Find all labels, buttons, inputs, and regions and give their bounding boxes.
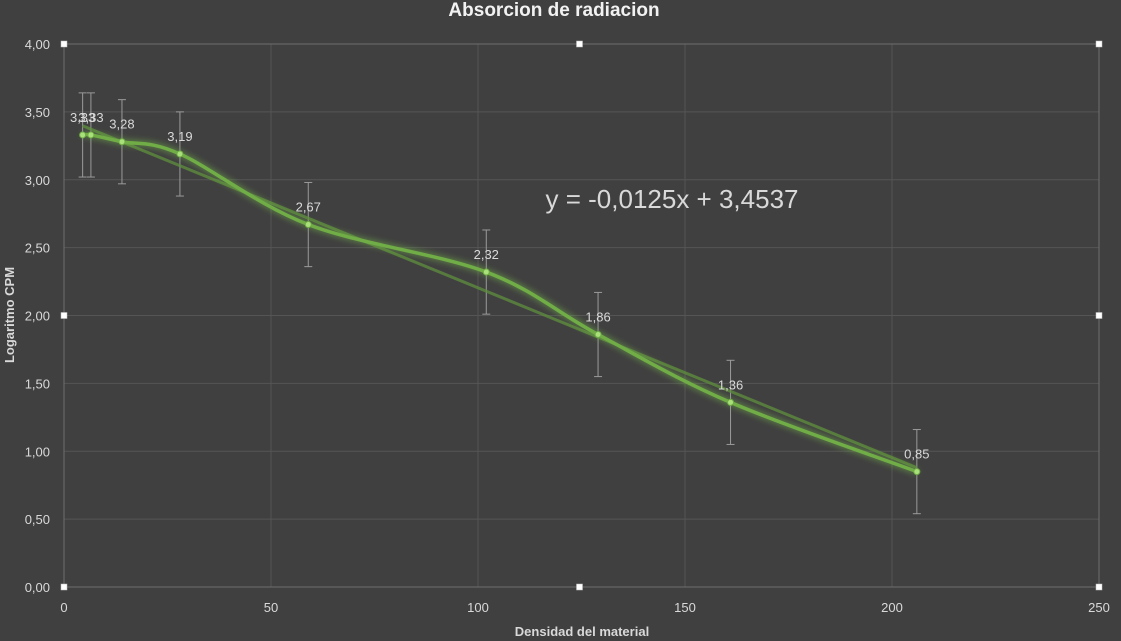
x-tick-label: 100 [467, 600, 489, 615]
error-bars [78, 92, 921, 515]
data-label: 1,86 [585, 310, 610, 325]
data-point [304, 221, 312, 229]
y-tick-label: 3,50 [25, 105, 50, 120]
y-tick-label: 3,00 [25, 173, 50, 188]
data-label: 3,19 [167, 129, 192, 144]
chart-title: Absorcion de radiacion [448, 0, 659, 21]
y-tick-label: 2,00 [25, 309, 50, 324]
selection-handle[interactable] [60, 312, 68, 319]
selection-handle[interactable] [1095, 40, 1103, 48]
data-point [87, 131, 95, 139]
data-point [482, 268, 490, 276]
x-tick-label: 150 [674, 600, 696, 615]
selection-handle[interactable] [1095, 312, 1103, 319]
y-tick-label: 4,00 [25, 37, 50, 52]
selection-handle[interactable] [576, 583, 583, 591]
data-point [118, 138, 126, 146]
trendline[interactable] [82, 124, 918, 470]
data-label: 3,33 [78, 110, 103, 125]
x-axis-title: Densidad del material [515, 624, 649, 639]
gridlines [63, 43, 1100, 588]
data-label: 2,67 [296, 200, 321, 215]
y-tick-label: 0,00 [25, 580, 50, 595]
selection-handle[interactable] [1095, 583, 1103, 591]
y-axis-title: Logaritmo CPM [2, 267, 17, 363]
selection-handles[interactable] [60, 40, 1103, 591]
y-tick-label: 1,00 [25, 444, 50, 459]
data-labels: 3,333,33 3,28 3,19 2,67 2,32 1,86 1,36 0,85 [70, 110, 930, 462]
x-tick-label: 50 [264, 600, 278, 615]
data-label: 2,32 [474, 247, 499, 262]
x-tick-label: 250 [1088, 600, 1110, 615]
x-axis-ticks: 0 50 100 150 200 250 [60, 600, 1109, 615]
y-tick-label: 0,50 [25, 512, 50, 527]
data-point [594, 331, 602, 339]
x-tick-label: 200 [881, 600, 903, 615]
trendline-equation[interactable]: y = -0,0125x + 3,4537 [546, 184, 799, 214]
data-label: 0,85 [904, 447, 929, 462]
y-tick-label: 2,50 [25, 241, 50, 256]
data-label: 3,28 [109, 117, 134, 132]
data-point [727, 398, 735, 406]
selection-handle[interactable] [60, 40, 68, 48]
data-label: 3,33 [70, 110, 95, 125]
x-tick-label: 0 [60, 600, 67, 615]
selection-handle[interactable] [60, 583, 68, 591]
data-points [79, 131, 921, 476]
data-point [79, 131, 87, 139]
data-label: 1,36 [718, 377, 743, 392]
data-point [913, 468, 921, 476]
y-axis-ticks: 0,00 0,50 1,00 1,50 2,00 2,50 3,00 3,50 4,00 [25, 37, 50, 595]
y-tick-label: 1,50 [25, 376, 50, 391]
selection-handle[interactable] [576, 40, 583, 48]
data-point [176, 150, 184, 158]
